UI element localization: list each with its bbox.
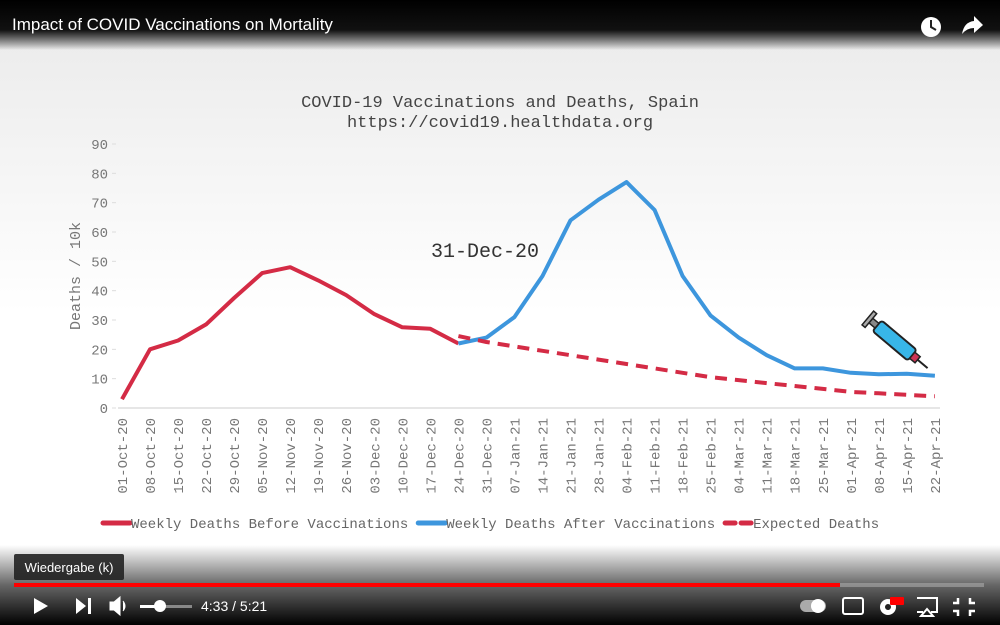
x-tick-label: 22-Oct-20 bbox=[200, 418, 216, 494]
settings-button[interactable] bbox=[880, 597, 904, 615]
tooltip: Wiedergabe (k) bbox=[25, 560, 114, 575]
next-button[interactable] bbox=[76, 598, 91, 614]
chart-subtitle: https://covid19.healthdata.org bbox=[347, 114, 653, 133]
volume-level[interactable] bbox=[140, 605, 160, 608]
x-tick-label: 12-Nov-20 bbox=[284, 418, 300, 494]
x-tick-label: 01-Oct-20 bbox=[116, 418, 132, 494]
x-tick-label: 05-Nov-20 bbox=[256, 418, 272, 494]
tooltip-box bbox=[14, 554, 124, 580]
x-tick-label: 31-Dec-20 bbox=[480, 418, 496, 494]
y-axis-label: Deaths / 10k bbox=[68, 222, 85, 330]
exit-fullscreen-button[interactable] bbox=[953, 598, 975, 616]
annotation: 31-Dec-20 bbox=[431, 241, 539, 264]
y-tick-label: 20 bbox=[91, 343, 108, 359]
x-tick-label: 22-Apr-21 bbox=[929, 418, 945, 494]
x-tick-label: 03-Dec-20 bbox=[368, 418, 384, 494]
x-tick-label: 15-Apr-21 bbox=[901, 418, 917, 494]
x-tick-label: 21-Jan-21 bbox=[564, 418, 580, 494]
x-tick-label: 18-Feb-21 bbox=[677, 418, 693, 494]
subtitles-button[interactable] bbox=[842, 597, 864, 615]
y-tick-label: 60 bbox=[91, 226, 108, 242]
volume-knob[interactable] bbox=[154, 600, 166, 612]
volume-track[interactable] bbox=[140, 605, 192, 608]
series-line bbox=[457, 334, 936, 399]
x-tick-label: 11-Feb-21 bbox=[649, 418, 665, 494]
x-tick-label: 14-Jan-21 bbox=[536, 418, 552, 494]
x-tick-label: 25-Feb-21 bbox=[705, 418, 721, 494]
y-tick-label: 70 bbox=[91, 197, 108, 213]
x-tick-label: 07-Jan-21 bbox=[508, 418, 524, 494]
y-tick-label: 10 bbox=[91, 373, 108, 389]
x-tick-label: 04-Feb-21 bbox=[621, 418, 637, 494]
x-tick-label: 25-Mar-21 bbox=[817, 418, 833, 494]
x-tick-label: 01-Apr-21 bbox=[845, 418, 861, 494]
series-line bbox=[120, 265, 460, 401]
share-icon[interactable] bbox=[962, 16, 983, 34]
x-tick-label: 10-Dec-20 bbox=[396, 418, 412, 494]
x-tick-label: 11-Mar-21 bbox=[761, 418, 777, 494]
x-tick-label: 19-Nov-20 bbox=[312, 418, 328, 494]
syringe-icon bbox=[860, 310, 929, 369]
legend-label: Weekly Deaths Before Vaccinations bbox=[131, 517, 408, 533]
video-title[interactable]: Impact of COVID Vaccinations on Mortalit… bbox=[12, 15, 333, 34]
autoplay-toggle[interactable] bbox=[800, 599, 826, 613]
legend-label: Weekly Deaths After Vaccinations bbox=[446, 517, 715, 533]
x-tick-label: 26-Nov-20 bbox=[340, 418, 356, 494]
volume-button[interactable] bbox=[109, 595, 126, 617]
y-tick-label: 0 bbox=[100, 402, 108, 418]
y-tick-label: 30 bbox=[91, 314, 108, 330]
y-tick-label: 50 bbox=[91, 255, 108, 271]
top-bar bbox=[0, 0, 1000, 50]
y-tick-label: 80 bbox=[91, 167, 108, 183]
play-button[interactable] bbox=[34, 598, 48, 614]
x-tick-label: 24-Dec-20 bbox=[452, 418, 468, 494]
progress-played[interactable] bbox=[14, 583, 840, 587]
chart-title: COVID-19 Vaccinations and Deaths, Spain bbox=[301, 94, 699, 113]
x-tick-label: 08-Oct-20 bbox=[144, 418, 160, 494]
airplay-button[interactable] bbox=[917, 597, 938, 617]
watch-later-icon[interactable] bbox=[921, 17, 941, 37]
y-tick-label: 90 bbox=[91, 138, 108, 154]
series-line bbox=[457, 180, 936, 378]
x-tick-label: 08-Apr-21 bbox=[873, 418, 889, 494]
time-display: 4:33 / 5:21 bbox=[201, 598, 267, 614]
x-tick-label: 29-Oct-20 bbox=[228, 418, 244, 494]
x-tick-label: 28-Jan-21 bbox=[593, 418, 609, 494]
x-tick-label: 18-Mar-21 bbox=[789, 418, 805, 494]
legend-label: Expected Deaths bbox=[753, 517, 879, 533]
chart: COVID-19 Vaccinations and Deaths, Spain … bbox=[68, 94, 945, 533]
x-tick-label: 04-Mar-21 bbox=[733, 418, 749, 494]
x-tick-label: 15-Oct-20 bbox=[172, 418, 188, 494]
x-tick-label: 17-Dec-20 bbox=[424, 418, 440, 494]
y-tick-label: 40 bbox=[91, 285, 108, 301]
